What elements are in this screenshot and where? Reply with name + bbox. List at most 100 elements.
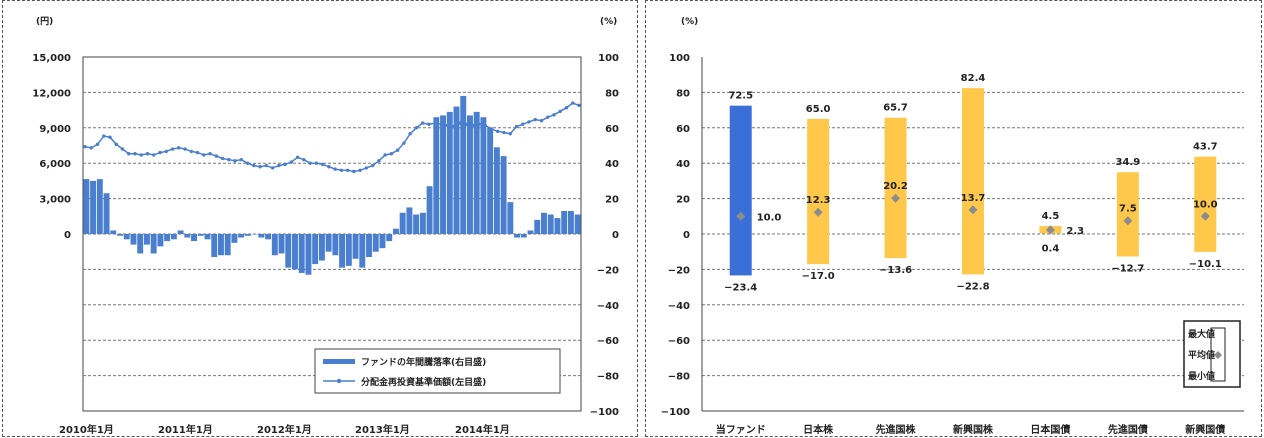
annual-return-bar bbox=[278, 234, 285, 254]
legend-label: 最大値 bbox=[1188, 328, 1215, 340]
annual-return-bar bbox=[258, 234, 265, 238]
nav-line-point bbox=[352, 169, 356, 174]
nav-line-point bbox=[571, 101, 575, 105]
annual-return-bar bbox=[574, 214, 581, 234]
nav-line-point bbox=[195, 150, 200, 155]
nav-line-point bbox=[508, 132, 512, 136]
nav-line-point bbox=[358, 168, 362, 172]
nav-line-point bbox=[458, 121, 462, 125]
min-value-label: −22.8 bbox=[956, 281, 989, 292]
avg-value-label: 10.0 bbox=[1193, 199, 1218, 210]
legend-label: 平均値 bbox=[1188, 349, 1215, 361]
right-axis-unit: (%) bbox=[600, 17, 617, 27]
annual-return-bar bbox=[117, 234, 123, 236]
legend-label-line: 分配金再投資基準価額(左目盛) bbox=[361, 376, 486, 388]
nav-line-point bbox=[433, 121, 437, 125]
nav-line-point bbox=[314, 161, 319, 165]
y-axis-tick-label: 20 bbox=[676, 195, 690, 206]
legend-range-swatch bbox=[1210, 327, 1226, 382]
nav-line-point bbox=[183, 147, 187, 151]
nav-line-point bbox=[564, 106, 569, 110]
max-value-label: 65.0 bbox=[806, 104, 831, 115]
annual-return-bar bbox=[312, 234, 319, 265]
category-label: 日本国債 bbox=[1030, 423, 1070, 436]
nav-line-point bbox=[345, 168, 350, 172]
nav-line-point bbox=[108, 135, 112, 139]
annual-return-bar bbox=[433, 117, 440, 234]
right-axis-tick-label: 40 bbox=[605, 159, 619, 170]
annual-return-bar bbox=[527, 230, 534, 234]
category-label: 先進国株 bbox=[876, 423, 917, 436]
nav-line-point bbox=[408, 132, 412, 136]
annual-return-bar bbox=[372, 234, 379, 252]
nav-line-point bbox=[264, 163, 269, 168]
range-bar bbox=[729, 105, 752, 276]
category-label: 当ファンド bbox=[716, 423, 766, 436]
legend-swatch-bar bbox=[323, 359, 355, 364]
annual-return-bar bbox=[150, 234, 157, 254]
left-axis-tick-label: 0 bbox=[64, 230, 71, 241]
annual-return-bar bbox=[534, 219, 541, 234]
avg-value-label: 7.5 bbox=[1119, 204, 1137, 215]
right-axis-tick-label: 60 bbox=[605, 124, 619, 135]
annual-return-bar bbox=[271, 234, 278, 256]
annual-return-bar bbox=[493, 147, 500, 234]
average-marker bbox=[1123, 216, 1133, 226]
annual-return-bar bbox=[440, 115, 447, 234]
annual-return-bar bbox=[339, 234, 346, 268]
max-value-label: 4.5 bbox=[1042, 211, 1060, 222]
x-axis-tick-label: 2011年1月 bbox=[158, 423, 213, 436]
max-value-label: 82.4 bbox=[961, 73, 986, 84]
annual-return-bar bbox=[507, 202, 514, 234]
annual-return-bar bbox=[204, 234, 211, 240]
y-axis-tick-label: 0 bbox=[683, 230, 690, 241]
annual-return-bar bbox=[197, 234, 204, 236]
category-label: 新興国債 bbox=[1185, 423, 1225, 436]
annual-return-bar bbox=[96, 179, 103, 234]
nav-line-point bbox=[546, 115, 550, 119]
min-value-label: −12.7 bbox=[1111, 263, 1144, 274]
nav-line-point bbox=[496, 129, 500, 134]
category-label: 先進国債 bbox=[1108, 423, 1148, 436]
nav-line-point bbox=[427, 122, 431, 126]
annual-return-bar bbox=[143, 234, 150, 245]
category-label: 日本株 bbox=[803, 423, 834, 436]
y-axis-tick-label: −60 bbox=[668, 336, 690, 347]
nav-line-point bbox=[533, 117, 537, 122]
nav-line-point bbox=[308, 161, 312, 165]
annual-return-bar bbox=[473, 111, 480, 234]
nav-line-point bbox=[377, 159, 381, 163]
annual-return-bar bbox=[110, 230, 117, 234]
nav-line-point bbox=[283, 162, 287, 167]
annual-return-bar bbox=[164, 234, 171, 242]
nav-line-point bbox=[277, 163, 281, 168]
y-axis-tick-label: −80 bbox=[668, 372, 690, 383]
nav-line-point bbox=[420, 121, 425, 125]
annual-return-bar bbox=[103, 193, 110, 234]
annual-return-bar bbox=[238, 234, 245, 238]
annual-return-bar bbox=[453, 106, 460, 234]
range-bar bbox=[1194, 156, 1217, 252]
right-axis-tick-label: −100 bbox=[590, 407, 619, 418]
annual-return-bar bbox=[345, 234, 352, 266]
nav-line-point bbox=[114, 142, 118, 147]
nav-line-point bbox=[139, 153, 143, 157]
x-axis-tick-label: 2010年1月 bbox=[59, 423, 114, 436]
left-axis-tick-label: 15,000 bbox=[32, 53, 71, 64]
nav-line-point bbox=[521, 122, 525, 126]
annual-return-bar bbox=[487, 127, 494, 234]
annual-return-bar bbox=[292, 234, 298, 270]
annual-return-bar bbox=[547, 214, 554, 234]
average-marker bbox=[891, 193, 901, 203]
x-axis-tick-label: 2012年1月 bbox=[257, 423, 312, 436]
annual-return-bar bbox=[399, 212, 406, 234]
nav-line-point bbox=[252, 163, 256, 168]
right-axis-tick-label: 20 bbox=[605, 195, 619, 206]
right-axis-tick-label: 100 bbox=[598, 53, 619, 64]
left-axis-tick-label: 6,000 bbox=[39, 159, 71, 170]
nav-line-point bbox=[177, 146, 181, 150]
nav-line-point bbox=[270, 166, 275, 170]
nav-line-point bbox=[102, 134, 106, 138]
nav-line-point bbox=[327, 165, 331, 169]
annual-return-bar bbox=[359, 234, 366, 268]
